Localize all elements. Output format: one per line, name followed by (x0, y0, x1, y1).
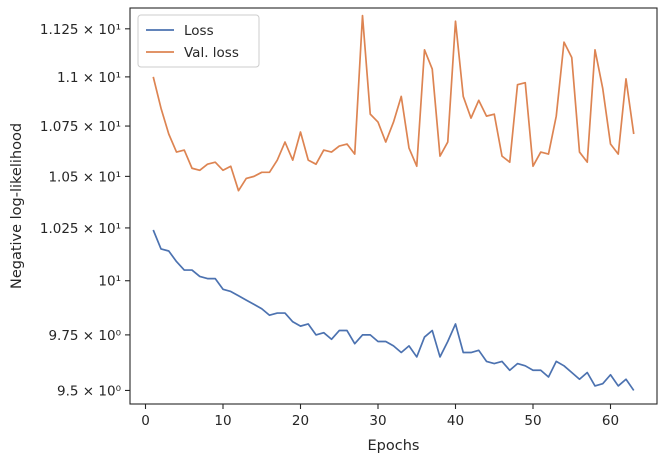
y-tick-label: 1.025 × 10¹ (40, 221, 121, 237)
legend-label: Loss (184, 23, 214, 39)
x-tick-label: 40 (447, 413, 464, 429)
y-tick-label: 1.1 × 10¹ (57, 70, 121, 86)
x-axis-label: Epochs (368, 438, 420, 454)
y-tick-label: 1.05 × 10¹ (48, 169, 121, 185)
legend: Loss Val. loss (137, 14, 260, 68)
y-axis-label: Negative log-likelihood (9, 123, 25, 289)
axes-frame (129, 7, 658, 405)
x-tick-label: 30 (369, 413, 386, 429)
x-tick-label: 10 (214, 413, 231, 429)
y-tick-label: 1.075 × 10¹ (40, 119, 121, 135)
legend-label: Val. loss (184, 45, 239, 61)
y-tick-label: 9.5 × 10⁰ (57, 383, 121, 399)
y-tick-label: 9.75 × 10⁰ (48, 328, 121, 344)
series-line-1 (152, 14, 635, 192)
series-line-0 (152, 229, 635, 391)
y-tick-label: 10¹ (98, 274, 121, 290)
series-lines (152, 14, 635, 391)
y-tick-label: 1.125 × 10¹ (40, 22, 121, 38)
y-axis-ticks: 9.5 × 10⁰ 9.75 × 10⁰ 10¹ 1.025 × 10¹ 1.05 × … (40, 22, 130, 399)
x-axis-ticks: 0 10 20 30 40 50 60 (141, 404, 619, 429)
x-tick-label: 0 (141, 413, 150, 429)
legend-box (137, 14, 260, 68)
x-tick-label: 50 (524, 413, 541, 429)
x-tick-label: 20 (292, 413, 309, 429)
x-tick-label: 60 (602, 413, 619, 429)
